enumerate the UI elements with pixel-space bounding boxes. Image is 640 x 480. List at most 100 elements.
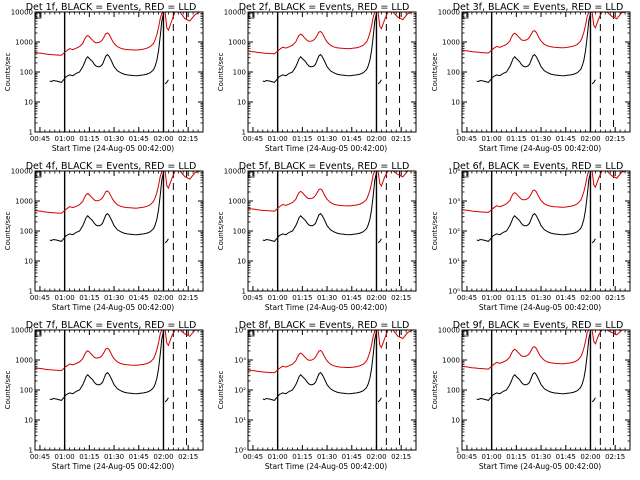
panel-title: Det 8f, BLACK = Events, RED = LLD [239,320,410,331]
x-tick-label: 00:45 [30,135,50,143]
x-tick-label: 01:15 [292,135,312,143]
y-tick-label: 1000 [15,357,33,365]
x-tick-label: 02:00 [366,294,386,302]
lld-series-line [247,170,413,212]
y-tick-label: 100 [20,69,33,77]
y-tick-label: 100 [20,228,33,236]
lld-series-line [247,329,413,374]
x-tick-label: 02:15 [605,453,625,461]
y-tick-label: 10⁰ [234,447,246,455]
y-tick-label: 1 [29,288,33,296]
plot-frame [461,11,631,133]
panel-5: Det 5f, BLACK = Events, RED = LLD Counts/… [217,161,417,312]
y-axis-label: Counts/sec [217,371,225,410]
x-tick-label: 02:00 [153,294,173,302]
corner-box-marker [462,12,469,19]
x-tick-label: 01:15 [292,453,312,461]
x-tick-label: 01:30 [531,453,551,461]
y-tick-label: 10000 [11,327,33,335]
events-series-tail [377,79,382,85]
y-tick-label: 100 [20,387,33,395]
x-tick-label: 02:00 [580,135,600,143]
y-tick-label: 10 [24,99,33,107]
y-axis-label: Counts/sec [217,212,225,251]
y-tick-label: 100 [447,387,460,395]
x-tick-label: 01:00 [55,135,75,143]
y-tick-label: 10 [24,258,33,266]
y-tick-label: 10³ [234,357,246,365]
plot-frame [461,329,631,451]
x-tick-label: 01:15 [79,453,99,461]
y-axis-label: Counts/sec [4,212,12,251]
y-tick-label: 10 [237,99,246,107]
y-tick-label: 1000 [228,198,246,206]
y-tick-label: 10000 [224,9,246,17]
x-tick-label: 00:45 [30,294,50,302]
y-tick-label: 100 [233,228,246,236]
events-series-line [476,172,591,242]
corner-box-marker [462,171,469,178]
x-tick-label: 01:15 [506,453,526,461]
x-axis-label: Start Time (24-Aug-05 00:42:00) [265,462,387,471]
y-tick-label: 1 [242,288,246,296]
y-tick-label: 10¹ [234,417,246,425]
y-axis-label: Counts/sec [431,53,439,92]
x-tick-label: 01:45 [129,453,149,461]
lld-series-line [461,170,627,213]
x-tick-label: 01:30 [317,135,337,143]
x-axis-label: Start Time (24-Aug-05 00:42:00) [52,303,174,312]
x-tick-label: 02:00 [366,453,386,461]
events-series-tail [377,397,382,403]
y-axis-label: Counts/sec [217,53,225,92]
panel-1: Det 1f, BLACK = Events, RED = LLD Counts/… [4,2,204,153]
events-series-line [476,13,591,83]
y-tick-label: 1 [29,447,33,455]
x-tick-label: 01:15 [79,135,99,143]
events-series-line [476,331,591,401]
events-series-tail [164,79,169,85]
x-tick-label: 00:45 [243,294,263,302]
x-tick-label: 00:45 [457,135,477,143]
x-tick-label: 02:15 [391,294,411,302]
events-series-line [262,172,377,242]
y-tick-label: 100 [447,69,460,77]
y-tick-label: 10000 [11,9,33,17]
panel-title: Det 7f, BLACK = Events, RED = LLD [26,320,197,331]
x-tick-label: 01:00 [482,453,502,461]
y-tick-label: 1000 [442,39,460,47]
corner-box-marker [462,330,469,337]
x-tick-label: 01:00 [268,135,288,143]
lld-series-line [34,11,200,56]
x-axis-label: Start Time (24-Aug-05 00:42:00) [479,462,601,471]
x-axis-label: Start Time (24-Aug-05 00:42:00) [479,144,601,153]
x-tick-label: 01:30 [531,135,551,143]
x-tick-label: 01:00 [268,453,288,461]
panel-8: Det 8f, BLACK = Events, RED = LLD Counts/… [217,320,417,471]
panel-2: Det 2f, BLACK = Events, RED = LLD Counts/… [217,2,417,153]
events-series-line [262,13,377,83]
y-axis-label: Counts/sec [4,53,12,92]
y-tick-label: 10000 [224,168,246,176]
x-tick-label: 01:15 [292,294,312,302]
corner-box-marker [248,12,255,19]
x-tick-label: 01:45 [342,453,362,461]
x-tick-label: 01:15 [506,135,526,143]
x-tick-label: 01:00 [482,135,502,143]
x-tick-label: 02:00 [153,453,173,461]
x-tick-label: 01:45 [556,294,576,302]
x-tick-label: 00:45 [243,135,263,143]
panel-title: Det 5f, BLACK = Events, RED = LLD [239,161,410,172]
x-tick-label: 00:45 [243,453,263,461]
panel-title: Det 1f, BLACK = Events, RED = LLD [26,2,197,13]
corner-box-marker [248,171,255,178]
y-tick-label: 1000 [228,39,246,47]
corner-box-marker [35,12,42,19]
x-axis-label: Start Time (24-Aug-05 00:42:00) [52,462,174,471]
plot-frame [247,170,417,292]
x-tick-label: 01:15 [79,294,99,302]
panel-7: Det 7f, BLACK = Events, RED = LLD Counts/… [4,320,204,471]
y-tick-label: 10⁴ [234,327,246,335]
y-tick-label: 10000 [438,327,460,335]
x-tick-label: 02:15 [605,294,625,302]
x-axis-label: Start Time (24-Aug-05 00:42:00) [265,144,387,153]
